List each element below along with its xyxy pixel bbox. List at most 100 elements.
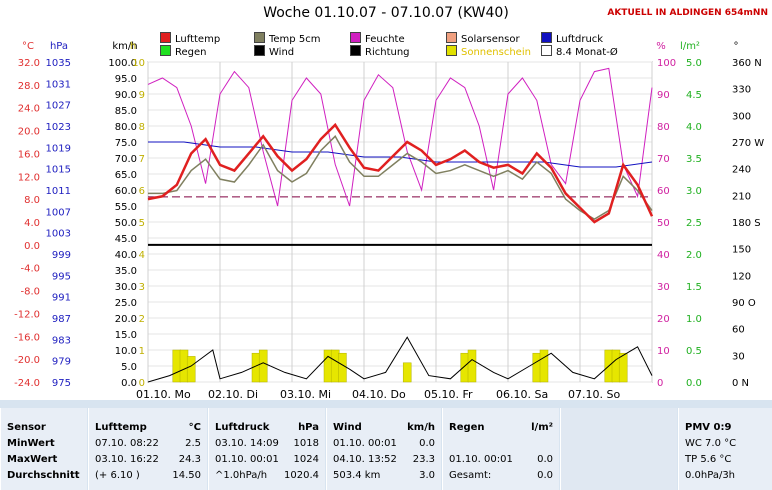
legend-item-temp5cm: Temp 5cm — [254, 32, 320, 45]
air-temp-line — [147, 122, 654, 224]
cell-value: 2.5 — [185, 438, 201, 449]
cell-value: 0.0hPa/3h — [685, 470, 736, 481]
sunshine-bar — [618, 352, 628, 383]
axis-tick-label: 5 — [139, 218, 145, 229]
axis-tick-label: 975 — [52, 378, 71, 389]
col-header: Wind — [333, 422, 362, 433]
axis-tick-label: 983 — [52, 335, 71, 346]
axis-tick-label: 2.5 — [686, 218, 702, 229]
axis-tick-label: 80 — [657, 122, 670, 133]
axis-tick-label: 85.0 — [115, 106, 137, 117]
stats-table: Sensor MinWert MaxWert Durchschnitt Luft… — [0, 408, 772, 490]
axis-tick-label: 330 — [732, 85, 751, 96]
col-unit: °C — [188, 422, 201, 433]
axis-tick-label: 60.0 — [115, 186, 137, 197]
legend-item-monat: 8.4 Monat-Ø — [541, 45, 618, 58]
axis-tick-label: 1027 — [46, 101, 71, 112]
axis-tick-label: 32.0 — [18, 58, 40, 69]
axis-tick-label: 4.5 — [686, 90, 702, 101]
axis-tick-label: 4 — [139, 250, 145, 261]
axis-tick-label: 20.0 — [115, 314, 137, 325]
cell-value: TP 5.6 °C — [685, 454, 732, 465]
axis-tick-label: 1031 — [46, 79, 71, 90]
axis-tick-label: 65.0 — [115, 170, 137, 181]
axis-tick-label: 1035 — [46, 58, 71, 69]
col-luftdruck: Luftdruck hPa 03.10. 14:09 1018 01.10. 00:… — [208, 408, 325, 490]
cell-time: 01.10. 00:01 — [449, 454, 513, 465]
axis-tick-label: 45.0 — [115, 234, 137, 245]
row-label: Durchschnitt — [7, 470, 80, 481]
axis-tick-label: 30 — [732, 351, 745, 362]
axis-tick-label: 0 N — [732, 378, 749, 389]
axis-tick-label: 70 — [657, 154, 670, 165]
axis-tick-label: 5.0 — [121, 362, 137, 373]
axis-tick-label: 40.0 — [115, 250, 137, 261]
col-unit: l/m² — [531, 422, 553, 433]
axis-tick-label: 999 — [52, 250, 71, 261]
legend-swatch — [254, 45, 265, 56]
axis-tick-label: 991 — [52, 293, 71, 304]
x-tick-label: 06.10. Sa — [496, 388, 548, 400]
sunshine-bar — [330, 349, 340, 383]
legend-swatch — [350, 32, 361, 43]
axis-unit-label: l/m² — [680, 41, 700, 52]
col-header: Sensor — [7, 422, 46, 433]
col-unit: km/h — [407, 422, 435, 433]
axis-tick-label: 1019 — [46, 143, 71, 154]
axis-tick-label: 1007 — [46, 207, 71, 218]
sunshine-bar — [532, 352, 542, 383]
sunshine-bar — [258, 349, 268, 383]
cell-value: 0.0 — [537, 454, 553, 465]
cell-value: 14.50 — [172, 470, 201, 481]
cell-value: 1024 — [293, 454, 319, 465]
sunshine-bar — [338, 352, 347, 383]
cell-time: 01.10. 00:01 — [333, 438, 397, 449]
axis-unit-label: h — [130, 41, 136, 52]
legend-item-sonnenschein: Sonnenschein — [446, 45, 531, 58]
x-tick-label: 02.10. Di — [208, 388, 258, 400]
axis-tick-label: 1011 — [46, 186, 71, 197]
legend-swatch — [541, 32, 552, 43]
axis-tick-label: 25.0 — [115, 298, 137, 309]
axis-tick-label: 24.0 — [18, 104, 40, 115]
axis-tick-label: 1.5 — [686, 282, 702, 293]
cell-value: 3.0 — [419, 470, 435, 481]
row-label: MaxWert — [7, 454, 58, 465]
axis-tick-label: 30 — [657, 282, 670, 293]
sunshine-bar — [467, 349, 477, 383]
col-lufttemp: Lufttemp °C 07.10. 08:22 2.5 03.10. 16:22 2… — [88, 408, 207, 490]
axis-tick-label: 0.0 — [121, 378, 137, 389]
axis-tick-label: 1015 — [46, 165, 71, 176]
legend-swatch — [350, 45, 361, 56]
axis-tick-label: 20 — [657, 314, 670, 325]
axis-unit-label: hPa — [50, 41, 68, 52]
cell-time: 04.10. 13:52 — [333, 454, 397, 465]
axis-tick-label: 100.0 — [108, 58, 137, 69]
axis-tick-label: 40 — [657, 250, 670, 261]
cell-time: 03.10. 16:22 — [95, 454, 159, 465]
col-header: PMV 0:9 — [685, 422, 732, 433]
axis-tick-label: 75.0 — [115, 138, 137, 149]
cell-value: 23.3 — [412, 454, 435, 465]
legend-swatch — [446, 32, 457, 43]
axis-tick-label: 0 — [657, 378, 663, 389]
col-regen: Regen l/m² 01.10. 00:01 0.0 Gesamt: 0.0 — [442, 408, 559, 490]
col-unit: hPa — [298, 422, 319, 433]
axis-tick-label: 6 — [139, 186, 145, 197]
legend-item-feuchte: Feuchte — [350, 32, 405, 45]
axis-tick-label: 28.0 — [18, 81, 40, 92]
axis-tick-label: -16.0 — [14, 332, 40, 343]
legend-item-richtung: Richtung — [350, 45, 410, 58]
cell-value: 1018 — [293, 438, 319, 449]
axis-tick-label: 30.0 — [115, 282, 137, 293]
cell-value: 24.3 — [178, 454, 201, 465]
cell-time: 503.4 km — [333, 470, 381, 481]
axis-tick-label: 50 — [657, 218, 670, 229]
axis-tick-label: 60 — [657, 186, 670, 197]
pressure-line — [148, 141, 653, 168]
cell-value: 0.0 — [419, 438, 435, 449]
axis-tick-label: 70.0 — [115, 154, 137, 165]
axis-tick-label: 4.0 — [24, 218, 40, 229]
cell-time: ^1.0hPa/h — [215, 470, 268, 481]
axis-tick-label: 35.0 — [115, 266, 137, 277]
